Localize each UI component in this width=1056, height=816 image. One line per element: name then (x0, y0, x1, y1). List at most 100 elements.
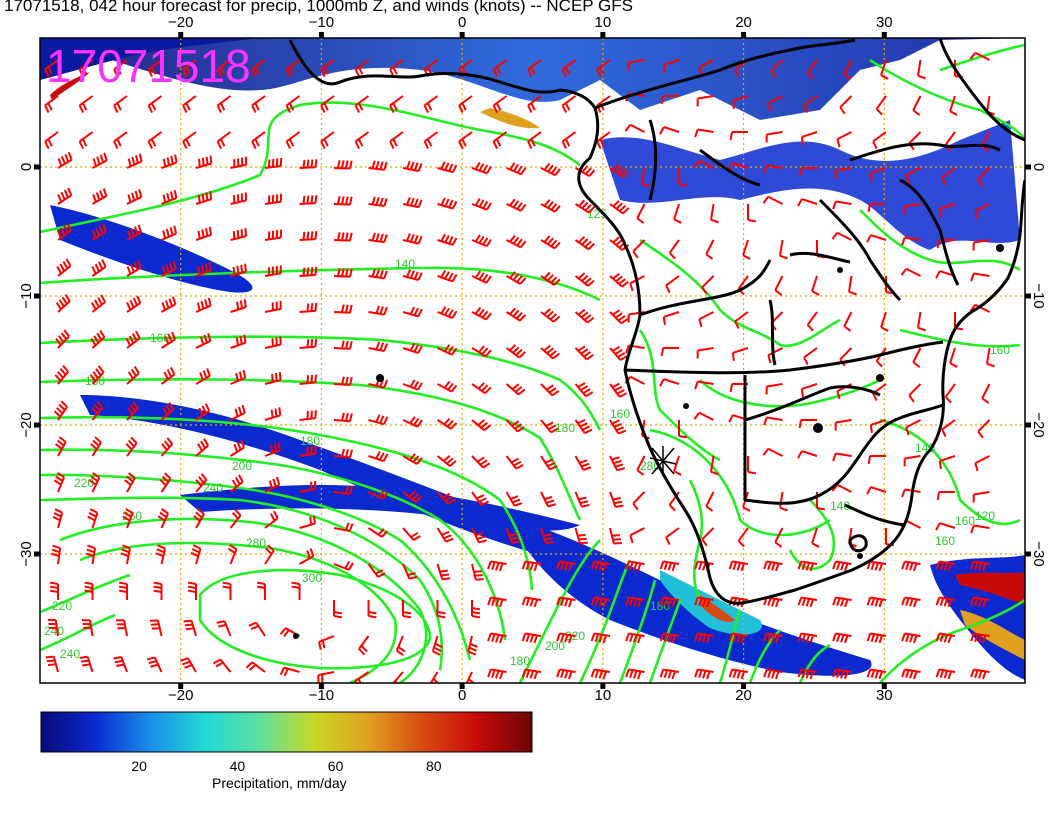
wind-barb (333, 412, 353, 423)
wind-barb (970, 524, 990, 534)
wind-barb (113, 656, 128, 673)
wind-barb (264, 407, 282, 421)
wind-barb (333, 268, 353, 278)
wind-barb (869, 419, 887, 434)
wind-barb (299, 231, 318, 241)
wind-barb (540, 308, 561, 323)
lat-tick-label-left: 0 (18, 163, 35, 171)
wind-barb (299, 374, 318, 385)
wind-barb (767, 95, 783, 112)
wind-barb (935, 632, 956, 644)
wind-barb (981, 383, 991, 404)
wind-barb (492, 95, 508, 114)
wind-barb (803, 347, 818, 366)
wind-barb (429, 671, 440, 683)
wind-barb (118, 581, 128, 600)
wind-barb (113, 59, 128, 78)
wind-barb (90, 436, 102, 457)
wind-barb (81, 619, 94, 637)
wind-barb (872, 131, 887, 150)
wind-barb (57, 151, 73, 169)
wind-barb (935, 522, 956, 531)
wind-barb (574, 382, 594, 398)
wind-barb (729, 131, 748, 141)
wind-barb (797, 632, 818, 644)
wind-barb (574, 418, 593, 434)
wind-barb (368, 232, 388, 244)
colorbar-tick-label: 60 (327, 758, 344, 774)
wind-barb (800, 131, 818, 146)
wind-barb (299, 338, 318, 349)
wind-barb (797, 668, 818, 680)
lon-tick-label-top: 0 (458, 14, 466, 31)
wind-barb (540, 235, 561, 250)
wind-barb (161, 296, 177, 313)
wind-barb (84, 581, 94, 600)
wind-barb (636, 455, 646, 476)
lon-tick-label-bottom: 10 (595, 687, 612, 704)
wind-barb (230, 192, 248, 205)
wind-barb (182, 95, 197, 114)
wind-barb (561, 95, 577, 114)
wind-barb (54, 364, 69, 385)
wind-barb (941, 419, 956, 438)
wind-barb (402, 306, 423, 318)
wind-barb (590, 668, 611, 680)
wind-barb (632, 491, 646, 511)
wind-barb (969, 303, 990, 313)
wind-barb (779, 491, 788, 512)
wind-barb (540, 383, 560, 397)
wind-barb (556, 596, 576, 608)
wind-barb (662, 311, 680, 326)
wind-barb (763, 560, 783, 572)
wind-barb (230, 334, 247, 349)
wind-barb (78, 59, 94, 78)
wind-barb (747, 456, 757, 475)
wind-barb (216, 95, 232, 114)
wind-barb (506, 162, 527, 176)
contour-label: 240 (60, 647, 80, 661)
wind-barb (970, 632, 990, 644)
wind-barb (832, 452, 852, 462)
lon-tick-label-top: −20 (168, 14, 193, 31)
wind-barb (471, 198, 492, 211)
contour-label: 180 (650, 599, 670, 613)
wind-barb (437, 197, 458, 210)
wind-barb (190, 544, 202, 565)
wind-barb (832, 632, 852, 644)
wind-barb (627, 311, 645, 323)
wind-barb (693, 159, 714, 169)
wind-barb (299, 266, 318, 277)
coastlines-and-borders (288, 38, 1025, 605)
wind-barb (91, 400, 104, 421)
contour-label: 300 (302, 571, 322, 585)
wind-barb (124, 472, 136, 493)
wind-barb (609, 346, 628, 361)
wind-barb (85, 544, 96, 565)
wind-barb (195, 155, 213, 169)
wind-barb (245, 661, 266, 673)
wind-barb (216, 620, 232, 637)
wind-barb (970, 560, 990, 572)
wind-barb (625, 596, 645, 608)
wind-barb (506, 198, 527, 212)
wind-barb (974, 455, 990, 472)
colorbar-tick-label: 80 (426, 758, 442, 774)
wind-barb (763, 164, 783, 174)
wind-barb (977, 167, 991, 187)
wind-barb (806, 311, 818, 332)
wind-barb (832, 200, 852, 210)
wind-barb (320, 59, 335, 78)
wind-barb (521, 632, 542, 644)
wind-barb (747, 204, 757, 223)
wind-barb (195, 262, 212, 277)
wind-barb (285, 131, 301, 150)
wind-barb (368, 268, 388, 280)
wind-barb (354, 131, 370, 150)
wind-barb (471, 382, 492, 395)
wind-barb (728, 668, 749, 680)
wind-barb (866, 234, 887, 243)
wind-barb (402, 269, 423, 281)
wind-barb (264, 265, 282, 277)
wind-barb (705, 239, 715, 260)
